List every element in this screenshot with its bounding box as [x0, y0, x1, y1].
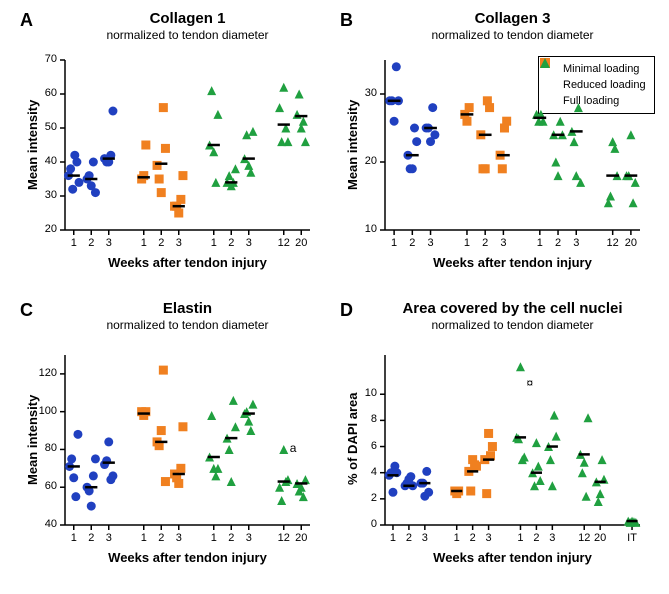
y-tick-label: 0: [347, 518, 377, 530]
panel-D: DArea covered by the cell nucleinormaliz…: [0, 0, 669, 594]
y-tick-label: 6: [347, 440, 377, 452]
x-tick-label: 3: [540, 532, 564, 544]
y-tick-label: 8: [347, 413, 377, 425]
figure-root: Minimal loadingReduced loadingFull loadi…: [0, 0, 669, 594]
x-tick-label: IT: [620, 532, 644, 544]
y-tick-label: 4: [347, 466, 377, 478]
annotation: ¤: [526, 376, 533, 390]
plot-svg: [0, 0, 669, 594]
x-tick-label: 3: [477, 532, 501, 544]
x-tick-label: 3: [413, 532, 437, 544]
x-tick-label: 20: [588, 532, 612, 544]
y-tick-label: 2: [347, 492, 377, 504]
y-tick-label: 10: [347, 387, 377, 399]
